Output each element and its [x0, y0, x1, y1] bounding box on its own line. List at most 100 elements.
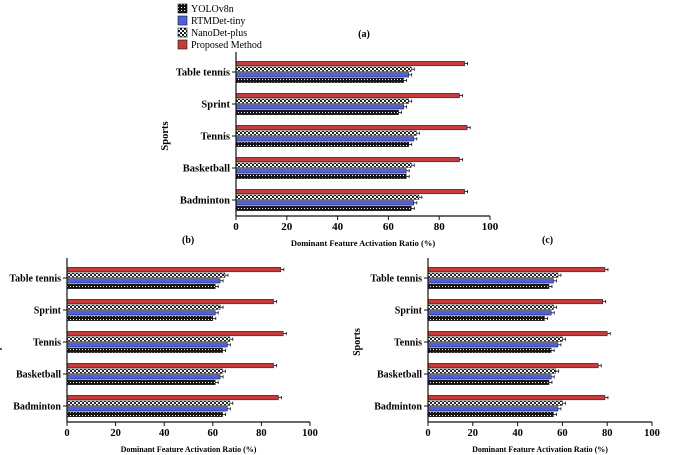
y-axis-title: Sports — [160, 121, 171, 150]
y-tick-label-tennis: Tennis — [33, 338, 61, 349]
y-tick-label-tennis: Tennis — [394, 338, 422, 349]
bar-badminton-nanodet-plus — [427, 400, 563, 406]
x-tick-label-0: 0 — [64, 428, 69, 439]
x-tick-label-0: 0 — [425, 428, 430, 439]
x-tick-label-40: 40 — [332, 221, 344, 233]
legend-item-proposed-method: Proposed Method — [177, 39, 262, 51]
x-tick-label-40: 40 — [512, 428, 523, 439]
bar-tennis-proposed-method — [66, 331, 284, 337]
bar-basketball-proposed-method — [427, 363, 599, 369]
bar-badminton-proposed-method — [427, 395, 606, 401]
bar-badminton-rtmdet-tiny — [427, 406, 559, 412]
chart-panel-a: (a) Table tennis Sprint Tennis Basketball Bad… — [160, 29, 499, 248]
bar-table-tennis-proposed-method — [427, 267, 606, 273]
bar-table-tennis-proposed-method — [66, 267, 282, 273]
x-axis-title: Dominant Feature Activation Ratio (%) — [121, 445, 257, 454]
y-tick-label-badminton: Badminton — [374, 402, 422, 413]
bar-basketball-rtmdet-tiny — [427, 374, 552, 380]
bar-badminton-proposed-method — [66, 395, 279, 401]
y-tick-label-basketball: Basketball — [16, 370, 61, 381]
bar-table-tennis-nanodet-plus — [66, 272, 226, 278]
y-axis-title: Sports — [0, 328, 2, 356]
x-tick-label-20: 20 — [468, 428, 479, 439]
bar-table-tennis-nanodet-plus — [427, 272, 559, 278]
bar-basketball-yolov8n — [427, 379, 550, 385]
legend-label-rtmdet-tiny: RTMDet-tiny — [191, 16, 245, 27]
legend-swatch-proposed-method — [177, 39, 188, 50]
y-tick-label-table-tennis: Table tennis — [176, 68, 230, 79]
bar-basketball-yolov8n — [235, 173, 407, 179]
x-tick-label-100: 100 — [302, 428, 318, 439]
bar-basketball-nanodet-plus — [66, 368, 223, 374]
legend-label-nanodet-plus: NanoDet-plus — [191, 28, 247, 39]
bar-badminton-rtmdet-tiny — [235, 200, 415, 206]
panel-label: (b) — [182, 235, 194, 246]
bar-sprint-nanodet-plus — [427, 304, 554, 310]
bar-tennis-nanodet-plus — [427, 336, 563, 342]
bar-table-tennis-rtmdet-tiny — [66, 278, 221, 284]
bar-basketball-nanodet-plus — [235, 162, 412, 168]
x-tick-label-80: 80 — [256, 428, 267, 439]
bar-basketball-nanodet-plus — [427, 368, 556, 374]
bar-badminton-yolov8n — [235, 205, 412, 211]
y-axis-title: Sports — [352, 328, 363, 356]
bar-sprint-yolov8n — [66, 315, 214, 321]
x-tick-label-60: 60 — [557, 428, 568, 439]
bar-sprint-proposed-method — [235, 93, 460, 99]
x-axis-title: Dominant Feature Activation Ratio (%) — [472, 445, 608, 454]
x-tick-label-20: 20 — [281, 221, 293, 233]
bar-sprint-yolov8n — [427, 315, 545, 321]
y-tick-label-badminton: Badminton — [13, 402, 61, 413]
x-tick-label-100: 100 — [482, 221, 499, 233]
x-tick-label-20: 20 — [110, 428, 121, 439]
bar-tennis-rtmdet-tiny — [427, 342, 559, 348]
y-tick-label-table-tennis: Table tennis — [370, 274, 422, 285]
bar-tennis-rtmdet-tiny — [235, 136, 415, 142]
legend-label-yolov8n: YOLOv8n — [191, 4, 234, 15]
bar-tennis-yolov8n — [235, 141, 409, 147]
chart-panel-b: (b) Table tennis Sprint Tennis Basketball Bad… — [0, 235, 318, 454]
bar-sprint-rtmdet-tiny — [235, 104, 404, 110]
bar-basketball-proposed-method — [66, 363, 274, 369]
bar-badminton-nanodet-plus — [66, 400, 231, 406]
bar-tennis-proposed-method — [427, 331, 608, 337]
bar-basketball-rtmdet-tiny — [235, 168, 407, 174]
bar-sprint-rtmdet-tiny — [427, 310, 552, 316]
y-tick-label-tennis: Tennis — [201, 132, 230, 143]
bar-table-tennis-rtmdet-tiny — [235, 72, 409, 78]
bar-table-tennis-proposed-method — [235, 61, 465, 67]
bar-tennis-yolov8n — [427, 347, 552, 353]
legend-item-rtmdet-tiny: RTMDet-tiny — [177, 15, 245, 27]
legend-item-yolov8n: YOLOv8n — [177, 3, 234, 15]
bar-basketball-rtmdet-tiny — [66, 374, 221, 380]
panel-label: (a) — [358, 29, 370, 40]
bar-tennis-nanodet-plus — [66, 336, 231, 342]
x-axis-title: Dominant Feature Activation Ratio (%) — [291, 238, 435, 248]
legend-swatch-nanodet-plus — [177, 27, 188, 38]
bar-sprint-nanodet-plus — [66, 304, 221, 310]
legend-swatch-yolov8n — [177, 3, 188, 14]
bar-sprint-rtmdet-tiny — [66, 310, 216, 316]
legend-swatch-rtmdet-tiny — [177, 15, 188, 26]
bar-sprint-proposed-method — [427, 299, 603, 305]
legend-item-nanodet-plus: NanoDet-plus — [177, 27, 247, 39]
y-tick-label-sprint: Sprint — [34, 306, 62, 317]
bar-sprint-yolov8n — [235, 109, 399, 115]
x-tick-label-60: 60 — [208, 428, 219, 439]
bar-tennis-rtmdet-tiny — [66, 342, 228, 348]
x-tick-label-60: 60 — [383, 221, 395, 233]
x-tick-label-80: 80 — [602, 428, 613, 439]
legend-label-proposed-method: Proposed Method — [191, 40, 262, 51]
y-tick-label-badminton: Badminton — [180, 196, 230, 207]
y-tick-label-sprint: Sprint — [395, 306, 423, 317]
bar-table-tennis-yolov8n — [66, 283, 216, 289]
bar-basketball-yolov8n — [66, 379, 216, 385]
bar-badminton-nanodet-plus — [235, 194, 420, 200]
bar-tennis-yolov8n — [66, 347, 223, 353]
x-tick-label-100: 100 — [644, 428, 660, 439]
y-tick-label-table-tennis: Table tennis — [9, 274, 61, 285]
bar-sprint-nanodet-plus — [235, 98, 409, 104]
bar-basketball-proposed-method — [235, 157, 460, 163]
bar-sprint-proposed-method — [66, 299, 274, 305]
